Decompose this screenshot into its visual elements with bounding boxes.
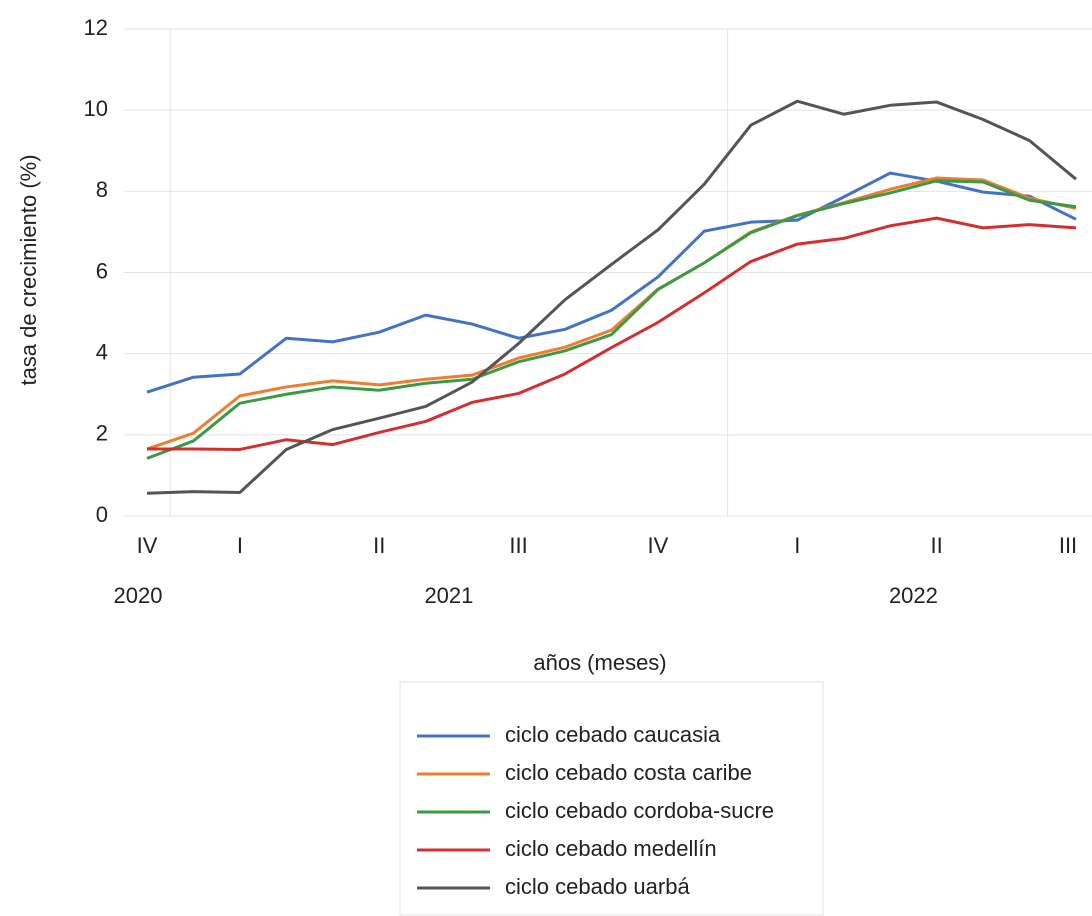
y-tick-label: 0 (96, 502, 108, 527)
x-tick-label: I (794, 533, 800, 558)
year-label: 2021 (424, 583, 473, 608)
series-line (146, 171, 1077, 394)
series-line (146, 179, 1077, 460)
x-tick-label: IV (648, 533, 669, 558)
legend-label: ciclo cebado caucasia (505, 722, 721, 747)
y-tick-label: 10 (84, 96, 108, 121)
x-tick-label: II (931, 533, 943, 558)
y-axis-title: tasa de crecimiento (%) (16, 154, 41, 385)
legend-box (399, 681, 824, 916)
x-axis-title: años (meses) (533, 650, 666, 675)
year-label: 2022 (889, 583, 938, 608)
legend-label: ciclo cebado costa caribe (505, 760, 752, 785)
y-tick-label: 12 (84, 15, 108, 40)
y-tick-label: 8 (96, 177, 108, 202)
x-tick-label: IV (137, 533, 158, 558)
year-label: 2020 (114, 583, 163, 608)
legend-label: ciclo cebado medellín (505, 836, 717, 861)
series-line (146, 176, 1077, 451)
legend-label: ciclo cebado uarbá (505, 874, 690, 899)
y-tick-label: 6 (96, 258, 108, 283)
y-tick-label: 2 (96, 421, 108, 446)
y-tick-label: 4 (96, 339, 108, 364)
x-tick-label: III (509, 533, 527, 558)
series-line (146, 99, 1077, 495)
x-tick-label: I (237, 533, 243, 558)
legend-label: ciclo cebado cordoba-sucre (505, 798, 774, 823)
x-tick-label: III (1059, 533, 1077, 558)
x-tick-label: II (373, 533, 385, 558)
